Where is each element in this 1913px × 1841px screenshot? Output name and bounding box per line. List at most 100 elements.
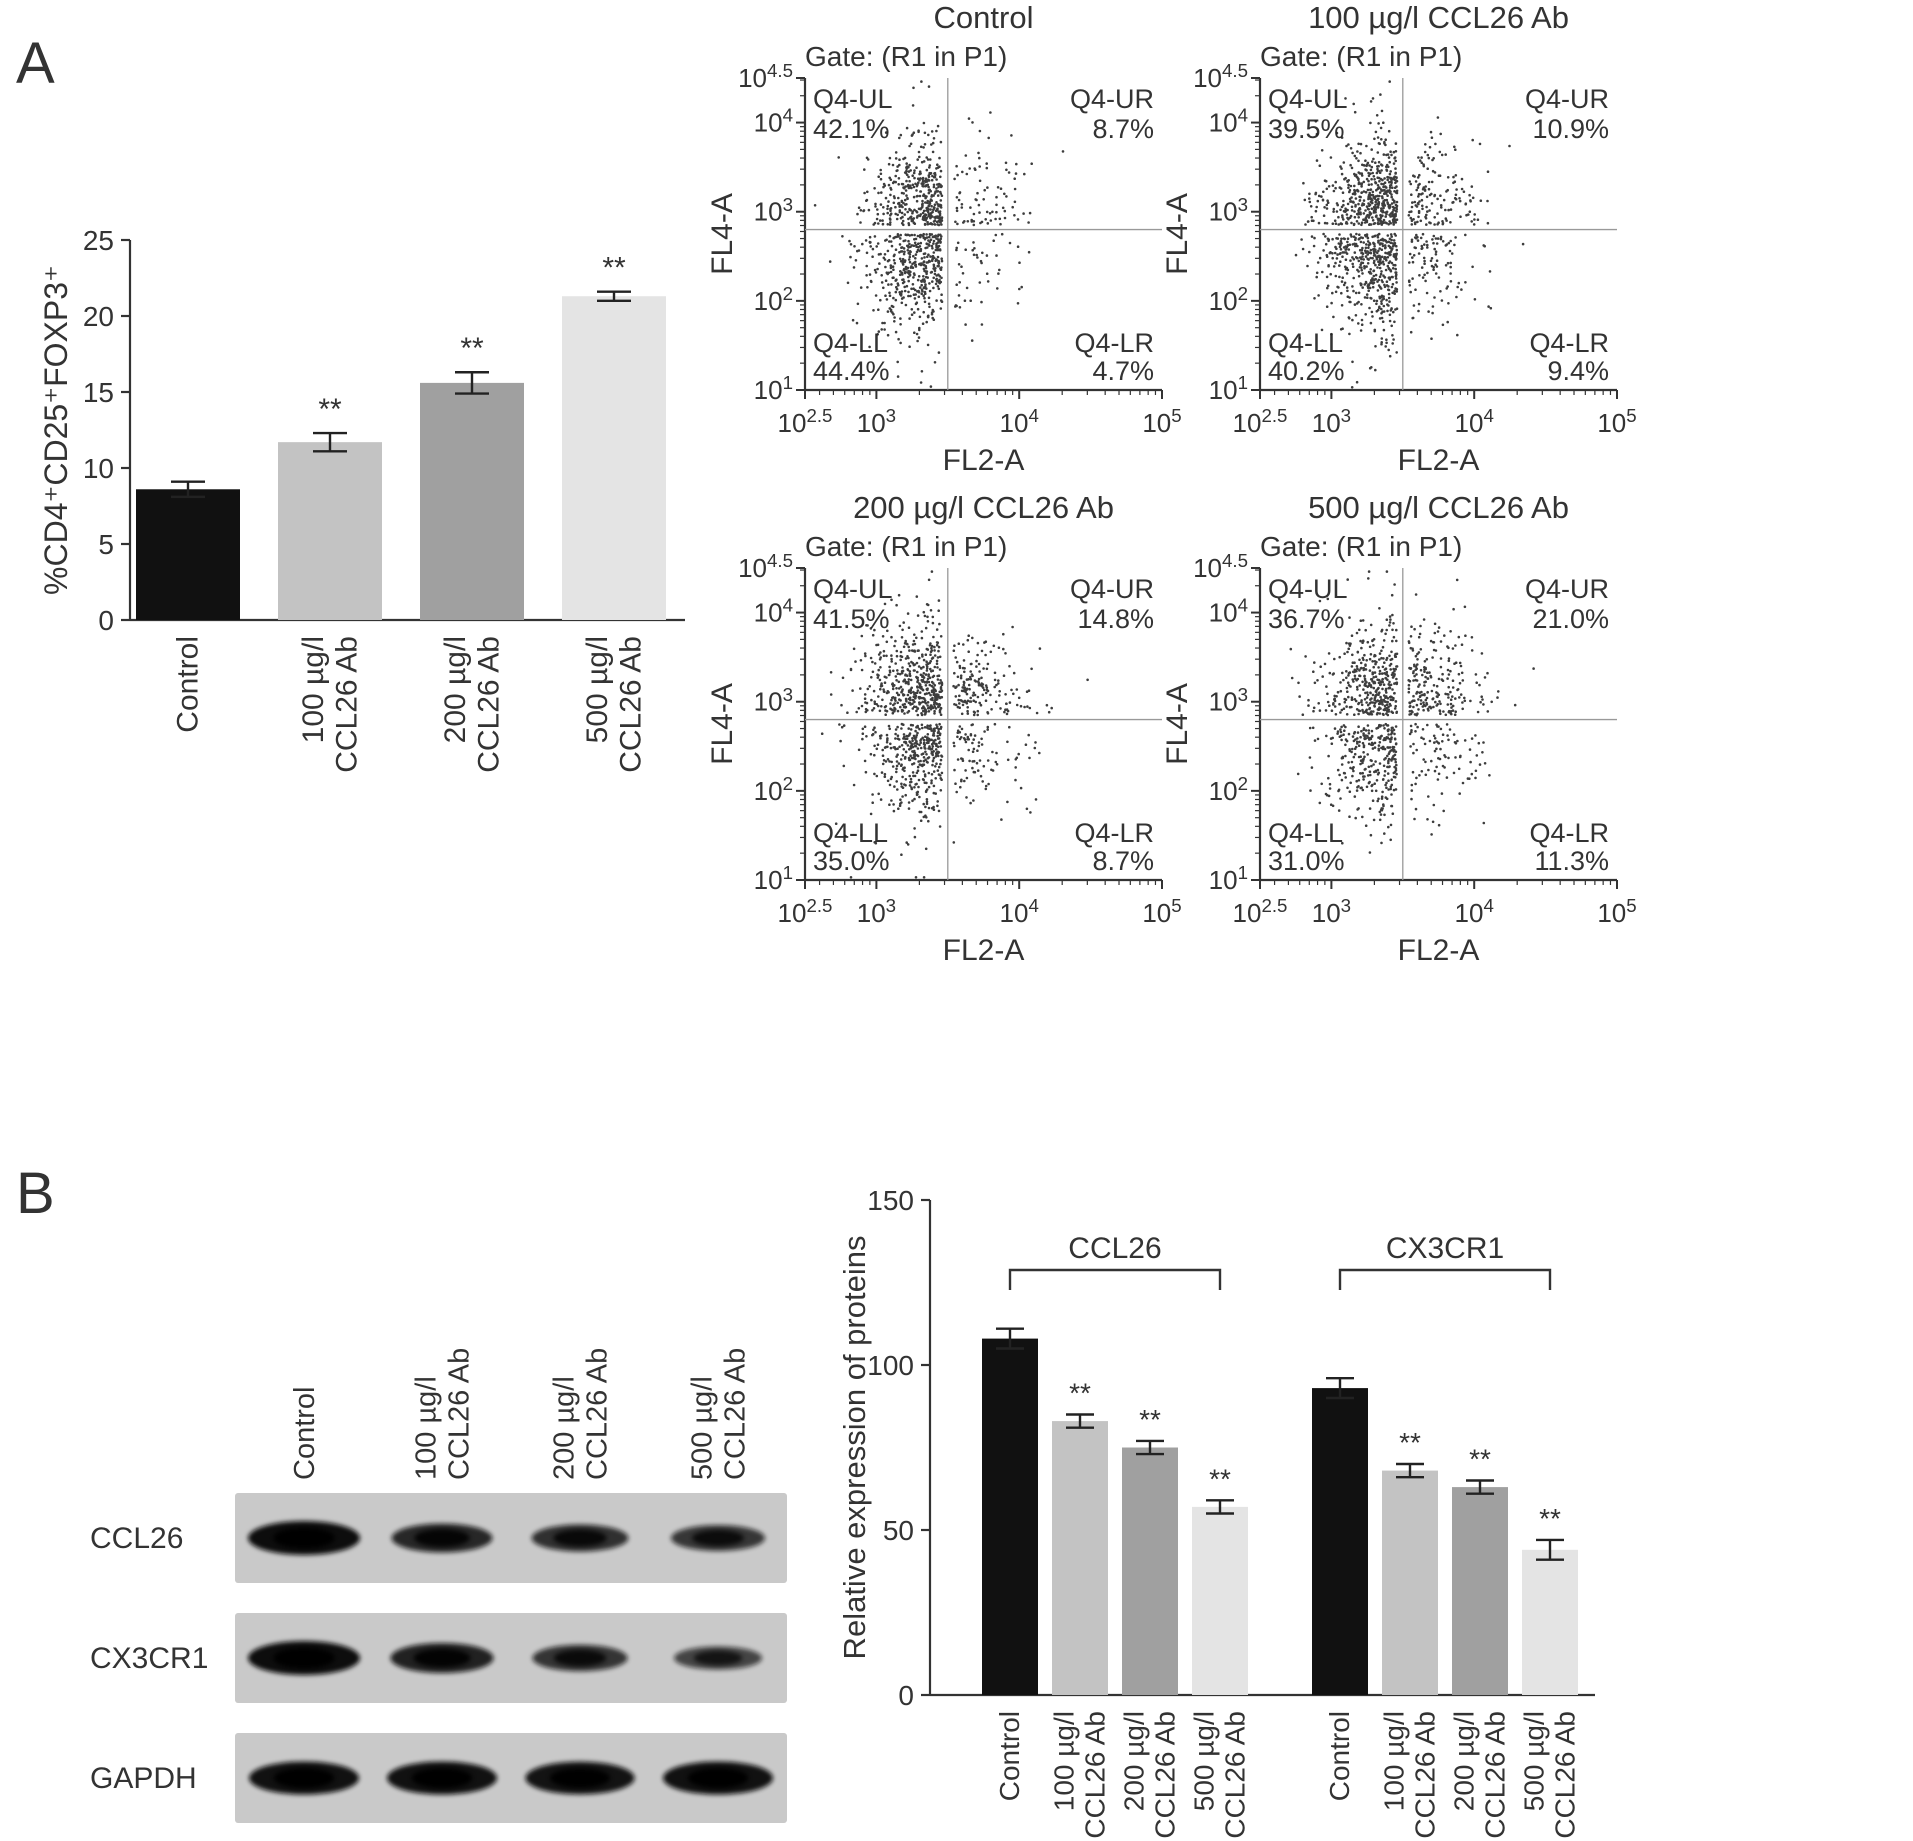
significance-marker: ** [1139,1404,1161,1435]
significance-marker: ** [460,332,484,365]
category-label: CCL26 Ab [1410,1711,1441,1839]
quadrant-label: Q4-LR [1074,818,1154,848]
significance-marker: ** [318,393,342,426]
tick-label: 104 [754,595,793,628]
y-tick-label: 25 [83,225,114,256]
protein-band-core [413,1648,471,1668]
tick-label: 102.5 [1233,405,1288,438]
protein-band-core [414,1529,470,1547]
tick-label: 103 [1312,895,1351,928]
quadrant-label: Q4-UR [1070,574,1154,604]
scatter-points [813,80,1065,388]
tick-label: 104 [1209,105,1248,138]
gate-label: Gate: (R1 in P1) [1260,41,1462,72]
flow-plot-500: 500 µg/l CCL26 Ab Gate: (R1 in P1) 101 102 1… [1161,490,1637,967]
bar [982,1338,1038,1695]
quadrant-label: Q4-LL [813,328,888,358]
protein-band-core [411,1767,473,1789]
flow-plot-control: Control Gate: (R1 in P1) 101 102 103 104 104.5… [706,0,1182,477]
y-axis-label: FL4-A [1161,683,1194,765]
western-blot: Control 100 µg/l CCL26 Ab 200 µg/l CCL26 Ab 5… [90,1348,787,1823]
bar [1382,1470,1438,1695]
tick-label: 103 [1312,405,1351,438]
tick-label: 104 [1455,895,1494,928]
panel-b-label: B [16,1161,55,1226]
tick-label: 103 [754,194,793,227]
category-label: 500 µg/l [581,636,614,743]
category-label: CCL26 Ab [1550,1711,1581,1839]
protein-band-core [549,1767,611,1789]
tick-label: 105 [1597,895,1636,928]
quadrant-label: Q4-LL [1268,328,1343,358]
y-tick-label: 50 [883,1515,914,1546]
tick-label: 103 [1209,194,1248,227]
scatter-points [1294,80,1525,389]
tick-label: 102.5 [778,405,833,438]
category-label: Control [994,1711,1025,1801]
quadrant-pct: 21.0% [1532,604,1609,634]
quadrant-label: Q4-LR [1074,328,1154,358]
significance-marker: ** [1399,1427,1421,1458]
flow-title: 200 µg/l CCL26 Ab [853,490,1114,525]
protein-band-core [692,1529,744,1547]
tick-label: 104 [1209,595,1248,628]
category-label: CCL26 Ab [1080,1711,1111,1839]
bar [1522,1549,1578,1695]
flow-title: 100 µg/l CCL26 Ab [1308,0,1569,35]
tick-label: 104.5 [1193,550,1248,583]
bar [1452,1487,1508,1695]
quadrant-pct: 40.2% [1268,356,1345,386]
group-bracket [1008,1268,1222,1290]
y-axis-label: Relative expression of proteins [837,1236,872,1660]
bar [1122,1447,1178,1695]
quadrant-pct: 8.7% [1092,846,1154,876]
protein-band-core [273,1647,335,1669]
treg-bar-chart: 0 5 10 15 20 25 %CD4⁺CD25⁺FOXP3⁺ Control ** 100 µ… [38,225,685,773]
gate-label: Gate: (R1 in P1) [805,41,1007,72]
protein-band-core [273,1767,335,1789]
quadrant-label: Q4-UR [1525,84,1609,114]
tick-label: 101 [1209,862,1248,895]
tick-label: 104 [754,105,793,138]
scatter-points [820,570,1089,879]
tick-label: 102.5 [778,895,833,928]
quadrant-label: Q4-UL [813,84,893,114]
tick-label: 104.5 [738,60,793,93]
group-label: CX3CR1 [1386,1232,1504,1265]
lane-label: CCL26 Ab [720,1348,752,1480]
bar [136,489,240,620]
protein-band-core [687,1767,749,1789]
gate-label: Gate: (R1 in P1) [1260,531,1462,562]
quadrant-label: Q4-UL [813,574,893,604]
gate-label: Gate: (R1 in P1) [805,531,1007,562]
group-bracket [1338,1268,1552,1290]
quadrant-label: Q4-UL [1268,574,1348,604]
protein-band-core [693,1650,743,1666]
category-label: Control [1324,1711,1355,1801]
category-label: 200 µg/l [439,636,472,743]
group-label: CCL26 [1068,1232,1161,1265]
quadrant-label: Q4-LL [1268,818,1343,848]
category-label: Control [172,636,205,733]
x-axis-label: FL2-A [1398,934,1480,967]
scatter-points [1289,570,1535,854]
lane-label: CCL26 Ab [444,1348,476,1480]
y-tick-label: 5 [98,529,114,560]
quadrant-label: Q4-LR [1529,328,1609,358]
quadrant-pct: 35.0% [813,846,890,876]
protein-bar-chart: 0 50 100 150 Relative expression of proteins… [837,1185,1595,1839]
quadrant-pct: 31.0% [1268,846,1345,876]
flow-title: Control [934,0,1034,35]
bar [1312,1388,1368,1695]
blot-strip [235,1733,787,1823]
tick-label: 102 [1209,283,1248,316]
quadrant-pct: 11.3% [1534,846,1609,876]
quadrant-pct: 4.7% [1092,356,1154,386]
tick-label: 103 [857,405,896,438]
category-label: 500 µg/l [1518,1711,1549,1811]
lane-label: CCL26 Ab [582,1348,614,1480]
quadrant-label: Q4-UR [1525,574,1609,604]
category-label: CCL26 Ab [330,636,363,773]
lane-label: 100 µg/l [411,1376,443,1480]
tick-label: 104.5 [738,550,793,583]
